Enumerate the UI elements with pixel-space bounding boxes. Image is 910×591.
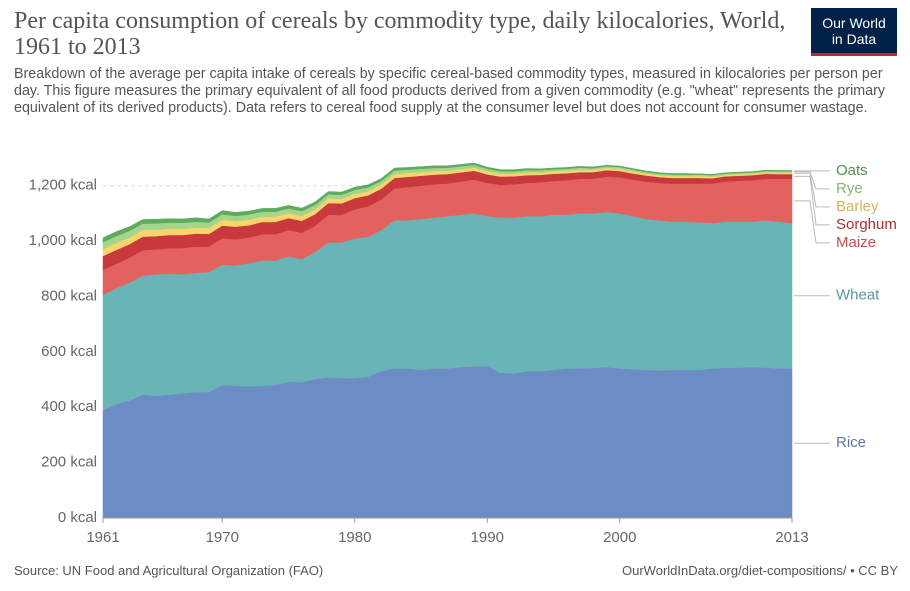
legend-label: Wheat <box>836 287 880 304</box>
x-tick-label: 2000 <box>603 529 636 546</box>
legend-label: Barley <box>836 198 879 215</box>
y-tick-label: 600 kcal <box>41 343 97 360</box>
x-tick-label: 1980 <box>338 529 371 546</box>
x-tick-label: 2013 <box>775 529 808 546</box>
logo-line: in Data <box>831 31 877 47</box>
legend-label: Rice <box>836 434 866 451</box>
y-tick-label: 0 kcal <box>58 509 97 526</box>
y-tick-label: 1,200 kcal <box>29 177 97 194</box>
legend-leader <box>794 175 830 226</box>
y-tick-label: 200 kcal <box>41 454 97 471</box>
legend-label: Oats <box>836 162 868 179</box>
legend-leader <box>794 200 830 244</box>
legend-label: Sorghum <box>836 216 897 233</box>
legend-leader <box>794 171 830 190</box>
legend-label: Rye <box>836 180 863 197</box>
area <box>102 162 793 243</box>
x-tick-label: 1990 <box>471 529 504 546</box>
y-tick-label: 800 kcal <box>41 287 97 304</box>
chart-subtitle: Breakdown of the average per capita inta… <box>14 66 886 116</box>
chart-title: Per capita consumption of cereals by com… <box>14 8 786 60</box>
logo-line: Our World <box>822 15 886 31</box>
legend-leader <box>794 172 830 208</box>
source: Source: UN Food and Agricultural Organiz… <box>14 563 324 578</box>
logo[interactable]: Our World in Data <box>811 8 897 56</box>
x-tick-label: 1961 <box>86 529 119 546</box>
y-tick-label: 1,000 kcal <box>29 232 97 249</box>
y-tick-label: 400 kcal <box>41 398 97 415</box>
source-url[interactable]: OurWorldInData.org/diet-compositions/ • … <box>622 563 898 578</box>
legend-label: Maize <box>836 234 876 251</box>
x-tick-label: 1970 <box>206 529 239 546</box>
